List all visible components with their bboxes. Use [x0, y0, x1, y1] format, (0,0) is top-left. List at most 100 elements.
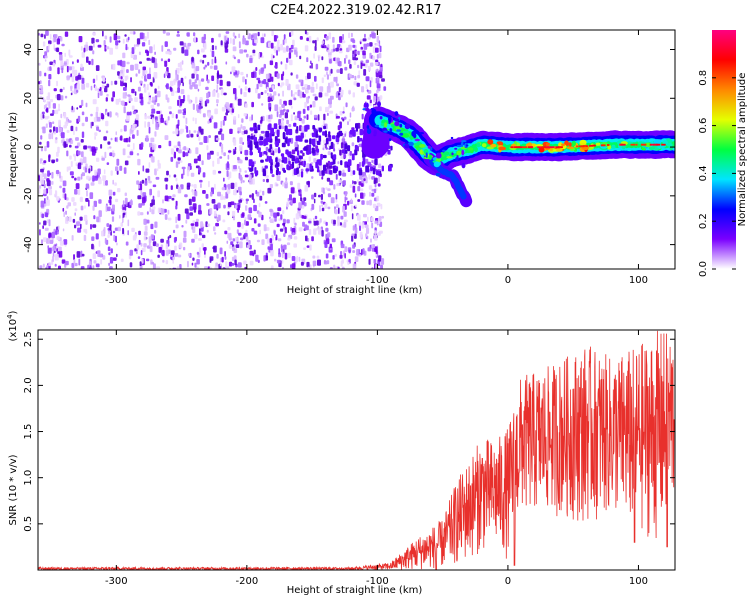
ridge-peak	[649, 143, 652, 146]
noise-cell	[318, 194, 321, 198]
noise-cell	[63, 239, 68, 245]
noise-cell	[174, 253, 179, 257]
noise-cell	[325, 35, 329, 41]
noise-cell	[230, 241, 234, 245]
noise-cell	[235, 244, 240, 248]
noise-cell	[189, 149, 192, 154]
noise-cell	[83, 214, 88, 222]
noise-cell	[90, 182, 95, 186]
noise-cell	[240, 124, 243, 129]
noise-cell	[45, 200, 49, 203]
noise-cell	[258, 69, 261, 75]
noise-cell	[232, 38, 235, 45]
ridge-blob	[487, 139, 494, 145]
noise-cell	[292, 39, 295, 47]
noise-cell	[76, 251, 81, 258]
noise-cell	[290, 114, 293, 122]
noise-cell	[58, 246, 62, 252]
noise-cell	[204, 64, 208, 68]
noise-cell	[346, 268, 348, 269]
noise-cell	[71, 69, 75, 75]
noise-cell	[58, 103, 60, 109]
noise-cell	[167, 217, 172, 221]
noise-cell	[316, 148, 320, 153]
noise-cell	[340, 251, 343, 256]
noise-cell	[166, 83, 169, 90]
noise-cell	[79, 216, 83, 221]
ridge-peak	[513, 146, 517, 149]
noise-cell	[172, 194, 176, 198]
spectrogram-x-axis: -300 -200 -100 0 100	[105, 30, 648, 286]
noise-cell	[57, 108, 61, 112]
noise-cell	[84, 205, 86, 209]
noise-cell	[198, 154, 201, 162]
noise-cell	[288, 124, 292, 128]
noise-cell	[92, 78, 96, 84]
noise-cell	[188, 253, 191, 257]
noise-cell	[45, 30, 49, 36]
noise-cell	[164, 71, 168, 76]
ridge-scatter	[383, 130, 388, 133]
ridge-scatter	[373, 129, 378, 136]
noise-cell	[262, 170, 266, 177]
ridge-scatter	[371, 108, 377, 115]
noise-cell	[164, 195, 169, 202]
noise-cell	[309, 163, 312, 170]
noise-cell	[98, 199, 102, 204]
noise-cell	[338, 170, 342, 176]
ridge-scatter	[427, 145, 431, 149]
noise-cell	[298, 155, 302, 160]
noise-cell	[83, 228, 88, 233]
noise-cell	[104, 237, 107, 244]
noise-cell	[126, 114, 130, 122]
noise-cell	[344, 58, 346, 64]
noise-cell	[261, 80, 264, 84]
noise-cell	[243, 49, 247, 53]
noise-cell	[145, 135, 149, 142]
noise-cell	[341, 267, 345, 269]
noise-cell	[48, 154, 51, 159]
noise-cell	[278, 125, 282, 130]
noise-cell	[95, 65, 100, 71]
noise-cell	[72, 218, 76, 223]
noise-cell	[217, 157, 220, 165]
noise-cell	[160, 58, 163, 62]
ridge-peak	[635, 143, 638, 146]
noise-cell	[96, 116, 101, 122]
noise-cell	[244, 86, 248, 91]
noise-cell	[337, 92, 341, 96]
noise-cell	[46, 196, 49, 200]
noise-cell	[173, 47, 177, 51]
noise-cell	[81, 99, 84, 107]
noise-cell	[194, 36, 196, 43]
noise-cell	[374, 220, 378, 225]
noise-cell	[283, 157, 288, 164]
noise-cell	[49, 34, 52, 40]
noise-cell	[43, 220, 47, 226]
noise-cell	[306, 225, 309, 231]
noise-cell	[288, 128, 293, 136]
noise-cell	[359, 225, 361, 231]
noise-cell	[246, 53, 249, 58]
noise-cell	[148, 241, 151, 247]
noise-cell	[67, 202, 71, 207]
noise-cell	[362, 38, 367, 42]
snr-frame	[37, 329, 676, 571]
noise-cell	[290, 44, 294, 50]
noise-cell	[115, 112, 118, 116]
noise-cell	[281, 119, 284, 126]
noise-cell	[70, 92, 73, 96]
noise-cell	[172, 131, 175, 134]
noise-cell	[210, 115, 214, 120]
spectrogram-y-label: Frequency (Hz)	[8, 112, 19, 188]
noise-cell	[116, 253, 118, 258]
noise-cell	[170, 148, 174, 155]
noise-cell	[269, 184, 273, 189]
noise-cell	[302, 221, 305, 227]
noise-cell	[325, 253, 329, 259]
noise-cell	[66, 150, 69, 157]
noise-cell	[282, 210, 285, 215]
noise-cell	[354, 193, 357, 198]
noise-cell	[200, 48, 205, 53]
noise-cell	[267, 246, 271, 250]
